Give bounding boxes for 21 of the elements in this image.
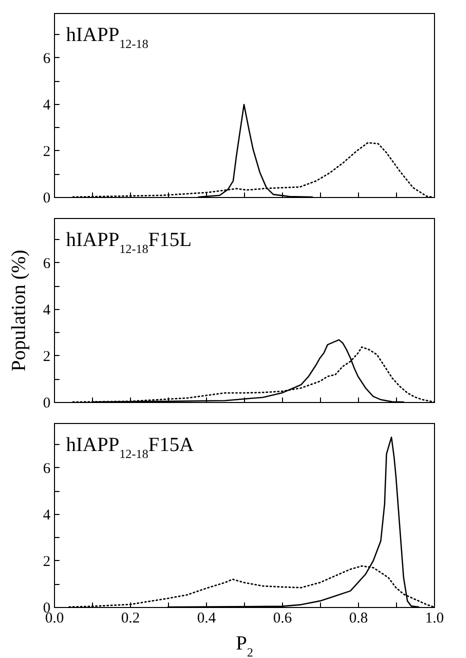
y-tick-label: 2 — [43, 144, 50, 160]
text: hIAPP$_{12-18}$F15L — [66, 229, 192, 256]
y-tick-label: 2 — [43, 348, 50, 365]
x-tick-label: 0.6 — [273, 610, 292, 626]
y-tick-label: 6 — [43, 50, 51, 67]
y-tick-label: 2 — [43, 554, 50, 570]
y-tick-label: 6 — [43, 256, 51, 272]
y-tick-label: 0 — [43, 190, 50, 206]
y-tick-label: 0 — [43, 396, 50, 412]
x-tick-label: 0.2 — [121, 610, 140, 626]
y-tick-label: 4 — [43, 97, 51, 114]
text: hIAPP$_{12-18}$F15A — [66, 434, 194, 461]
y-tick-label: 4 — [43, 302, 51, 318]
x-tick-label: 0.4 — [197, 610, 216, 626]
x-tick-label: 0.8 — [349, 610, 368, 626]
y-axis-title: Population (%) — [8, 250, 30, 372]
y-tick-label: 6 — [43, 460, 51, 477]
text: hIAPP$_{12-18}$ — [66, 24, 148, 51]
x-tick-label: 1.0 — [425, 610, 444, 626]
y-tick-label: 4 — [43, 507, 51, 524]
x-axis-title: P$_{2}$ — [236, 632, 254, 658]
